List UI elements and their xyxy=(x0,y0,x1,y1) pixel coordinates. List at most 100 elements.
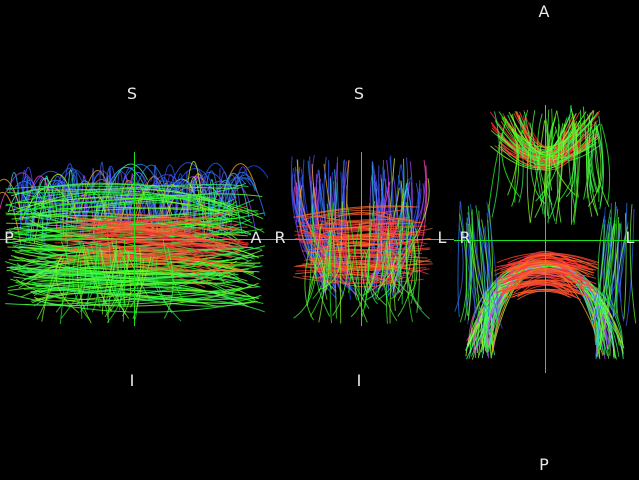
fiber-streamline xyxy=(500,276,571,288)
fiber-streamline xyxy=(507,129,518,196)
fiber-streamline xyxy=(71,242,213,249)
fiber-streamline xyxy=(517,284,586,297)
fiber-streamline xyxy=(309,203,331,317)
fiber-streamline xyxy=(523,111,544,215)
fiber-streamline xyxy=(385,249,391,324)
fiber-streamline xyxy=(623,212,627,320)
fiber-streamline xyxy=(10,278,256,301)
fiber-streamline xyxy=(587,127,599,216)
fiber-streamline xyxy=(397,222,415,317)
fiber-streamline xyxy=(104,251,130,318)
fiber-streamline xyxy=(594,125,610,207)
sagittal-label-anterior: A xyxy=(250,228,262,247)
fiber-streamline xyxy=(76,249,92,324)
fiber-streamline xyxy=(79,170,120,236)
fiber-streamline xyxy=(163,246,174,319)
fiber-streamline xyxy=(591,224,605,320)
fiber-streamline xyxy=(103,240,117,306)
fiber-streamline xyxy=(103,244,247,267)
fiber-streamline xyxy=(517,268,578,281)
fiber-streamline xyxy=(311,269,408,281)
axial-label-right: R xyxy=(459,228,471,247)
fiber-streamline xyxy=(23,193,228,223)
fiber-streamline xyxy=(295,218,409,231)
fiber-streamline xyxy=(548,110,563,219)
fiber-streamline xyxy=(329,202,334,324)
sagittal-fiber-render xyxy=(0,160,268,324)
fiber-streamline xyxy=(208,184,213,224)
sagittal-crosshair-vertical[interactable] xyxy=(134,152,135,326)
fiber-streamline xyxy=(81,173,115,242)
fiber-streamline xyxy=(513,280,570,294)
fiber-streamline xyxy=(594,121,604,210)
fiber-streamline xyxy=(201,170,219,218)
fiber-streamline xyxy=(123,248,151,301)
fiber-streamline xyxy=(296,205,416,218)
fiber-streamline xyxy=(6,248,256,269)
fiber-streamline xyxy=(35,188,235,211)
sagittal-label-inferior: I xyxy=(129,371,135,390)
fiber-streamline xyxy=(295,237,419,245)
fiber-streamline xyxy=(330,247,431,252)
fiber-streamline xyxy=(11,207,240,220)
fiber-streamline xyxy=(475,205,488,323)
fiber-streamline xyxy=(192,178,196,241)
fiber-streamline xyxy=(494,282,583,294)
fiber-streamline xyxy=(381,236,398,321)
fiber-streamline xyxy=(366,252,379,294)
fiber-streamline xyxy=(347,223,361,294)
fiber-streamline xyxy=(511,280,600,290)
fiber-streamline xyxy=(361,203,371,317)
fiber-streamline xyxy=(79,243,97,312)
fiber-streamline xyxy=(312,246,328,300)
fiber-streamline xyxy=(30,288,240,301)
sagittal-view[interactable]: S I P A xyxy=(0,0,268,480)
fiber-streamline xyxy=(493,260,567,272)
fiber-streamline xyxy=(585,112,593,217)
fiber-streamline xyxy=(325,255,432,263)
fiber-streamline xyxy=(20,170,66,216)
axial-view[interactable]: A P R L xyxy=(454,0,639,480)
fiber-streamline xyxy=(346,204,360,300)
fiber-streamline xyxy=(101,247,118,315)
fiber-streamline xyxy=(501,282,593,289)
fiber-streamline xyxy=(55,241,71,313)
fiber-streamline xyxy=(465,223,476,319)
fiber-streamline xyxy=(33,289,235,307)
fiber-streamline xyxy=(135,176,175,235)
fiber-streamline xyxy=(33,260,240,281)
coronal-label-inferior: I xyxy=(356,371,362,390)
coronal-label-right: R xyxy=(274,228,286,247)
fiber-streamline xyxy=(22,182,241,217)
fiber-streamline xyxy=(494,274,592,285)
coronal-crosshair-vertical[interactable] xyxy=(361,152,362,326)
fiber-streamline xyxy=(535,126,560,202)
fiber-streamline xyxy=(478,210,486,313)
fiber-streamline xyxy=(32,282,262,304)
fiber-streamline xyxy=(34,297,265,313)
fiber-streamline xyxy=(491,111,501,218)
coronal-view[interactable]: S I R L xyxy=(268,0,454,480)
fiber-streamline xyxy=(332,234,337,319)
fiber-streamline xyxy=(607,221,614,307)
fiber-streamline xyxy=(304,250,314,321)
fiber-streamline xyxy=(537,113,553,206)
fiber-streamline xyxy=(38,271,260,299)
fiber-streamline xyxy=(5,191,249,215)
axial-crosshair-horizontal[interactable] xyxy=(454,240,639,241)
fiber-streamline xyxy=(28,239,244,253)
fiber-streamline xyxy=(346,253,370,309)
fiber-streamline xyxy=(0,178,24,218)
fiber-streamline xyxy=(42,167,84,243)
fiber-streamline xyxy=(117,180,138,216)
fiber-streamline xyxy=(486,201,498,312)
fiber-streamline xyxy=(415,227,420,313)
fiber-streamline xyxy=(606,201,617,309)
fiber-streamline xyxy=(82,243,113,312)
fiber-streamline xyxy=(570,125,580,225)
fiber-streamline xyxy=(308,223,322,297)
axial-crosshair-vertical[interactable] xyxy=(545,105,546,373)
fiber-streamline xyxy=(597,215,609,326)
fiber-streamline xyxy=(162,239,185,302)
